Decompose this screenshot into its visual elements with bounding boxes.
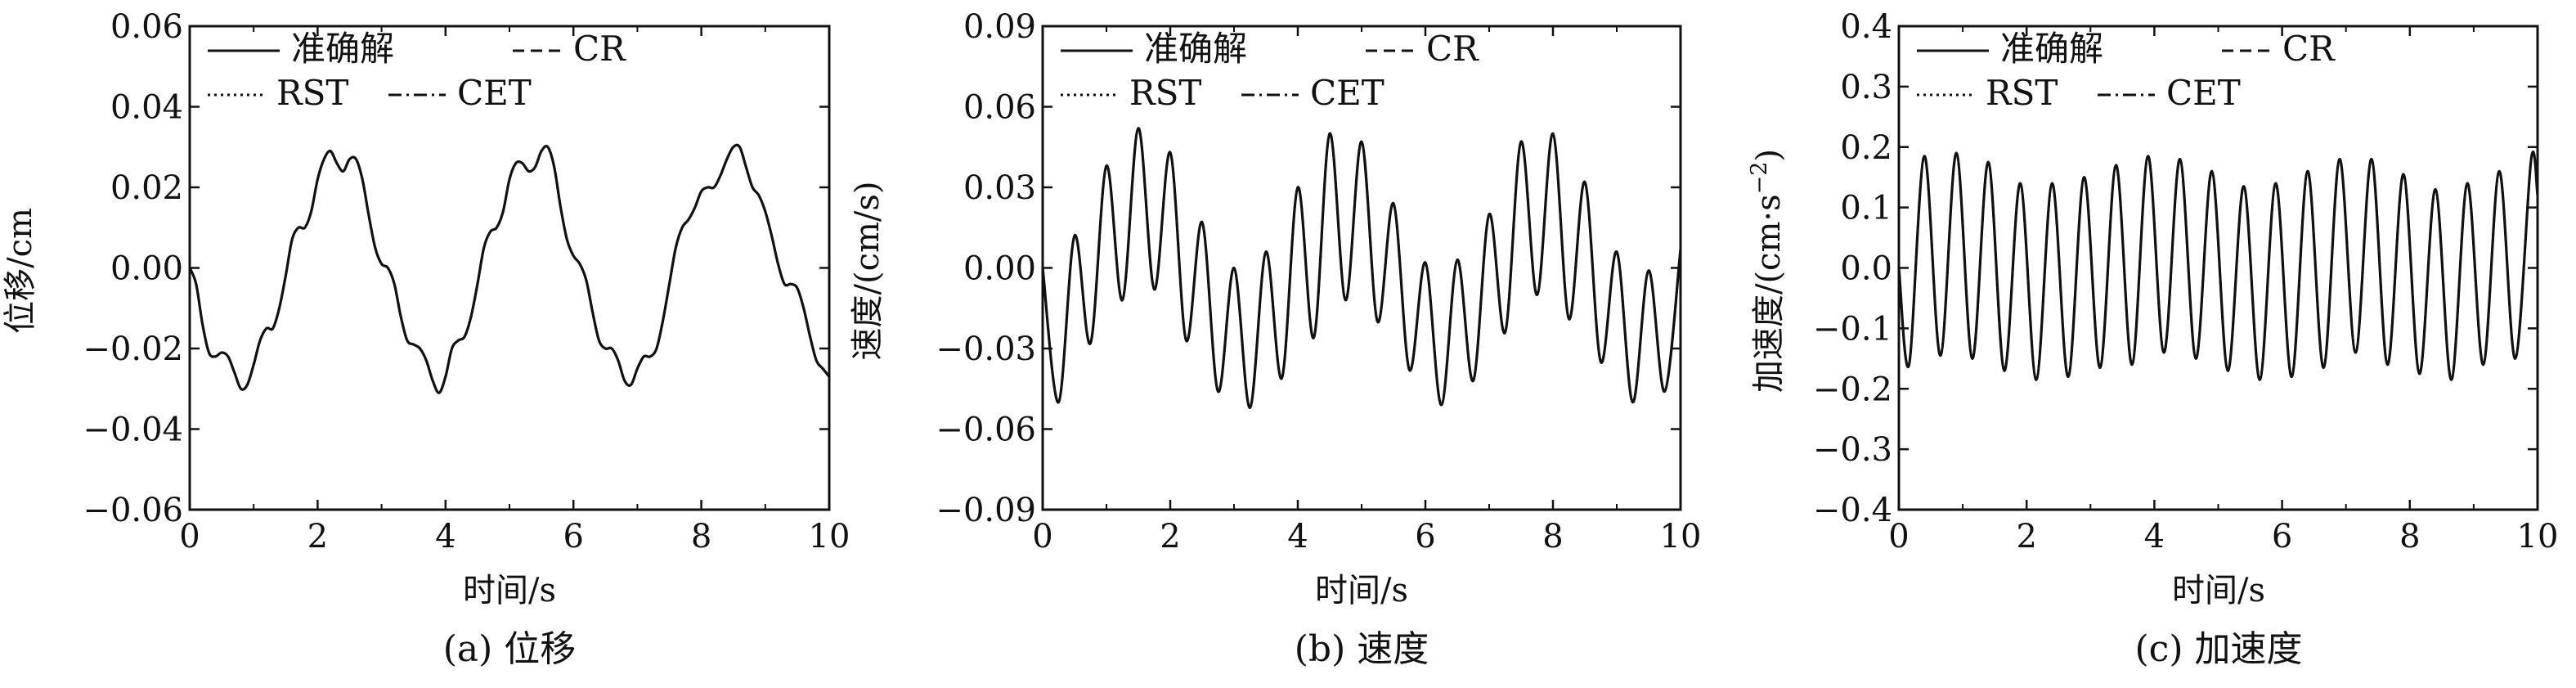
y-axis-label-displacement: 位移/cm bbox=[2, 208, 39, 334]
panel-velocity: 0 2 4 6 8 10 −0.09 −0.06 −0.03 0.00 0.03 0.06 0.09 准确… bbox=[849, 8, 1701, 670]
y-tick-label-displacement-5: 0.04 bbox=[110, 89, 183, 127]
series-line-velocity-3 bbox=[1043, 127, 1681, 409]
x-tick-label-acceleration-1: 2 bbox=[2016, 518, 2036, 555]
legend-label-displacement-3: CET bbox=[457, 73, 532, 113]
series-line-acceleration-3 bbox=[1899, 151, 2538, 381]
x-tick-label-acceleration-4: 8 bbox=[2399, 518, 2420, 555]
legend-label-acceleration-3: CET bbox=[2166, 73, 2241, 113]
y-tick-label-displacement-3: 0.00 bbox=[110, 250, 183, 288]
y-tick-label-velocity-3: 0.00 bbox=[963, 250, 1036, 288]
x-tick-label-acceleration-2: 4 bbox=[2144, 518, 2165, 555]
y-tick-label-acceleration-6: 0.2 bbox=[1840, 129, 1892, 167]
y-tick-label-acceleration-1: −0.3 bbox=[1813, 431, 1892, 469]
y-tick-label-acceleration-2: −0.2 bbox=[1813, 371, 1892, 408]
legend-velocity: 准确解 CR RST CET bbox=[1061, 29, 1479, 113]
x-tick-label-velocity-1: 2 bbox=[1160, 518, 1180, 555]
y-tick-label-acceleration-5: 0.1 bbox=[1840, 190, 1892, 227]
x-tick-label-displacement-4: 8 bbox=[691, 518, 711, 555]
y-tick-label-velocity-5: 0.06 bbox=[963, 89, 1036, 127]
legend-label-acceleration-2: RST bbox=[1986, 73, 2058, 113]
y-tick-label-acceleration-3: −0.1 bbox=[1813, 310, 1892, 348]
y-tick-label-displacement-6: 0.06 bbox=[110, 8, 183, 46]
x-tick-label-velocity-5: 10 bbox=[1660, 518, 1702, 555]
legend-label-displacement-0: 准确解 bbox=[291, 29, 394, 69]
legend-label-velocity-2: RST bbox=[1129, 73, 1201, 113]
y-tick-label-velocity-4: 0.03 bbox=[963, 169, 1036, 207]
y-tick-label-displacement-4: 0.02 bbox=[110, 169, 183, 207]
legend-label-velocity-3: CET bbox=[1310, 73, 1384, 113]
legend-label-velocity-0: 准确解 bbox=[1144, 29, 1247, 69]
y-tick-label-acceleration-8: 0.4 bbox=[1840, 8, 1892, 46]
x-tick-label-acceleration-0: 0 bbox=[1888, 518, 1909, 555]
y-tick-label-velocity-2: −0.03 bbox=[936, 331, 1036, 368]
series-line-velocity-1 bbox=[1043, 127, 1681, 409]
plot-area-acceleration: 0 2 4 6 8 10 −0.4 −0.3 −0.2 −0.1 0.0 0.1 0.2 0.3 0.4 准确… bbox=[1813, 8, 2559, 555]
y-axis-label-acceleration: 加速度/(cm·s−2) bbox=[1747, 149, 1788, 393]
caption-acceleration: (c) 加速度 bbox=[2135, 628, 2303, 670]
y-tick-label-displacement-0: −0.06 bbox=[83, 492, 183, 529]
x-tick-label-displacement-0: 0 bbox=[179, 518, 200, 555]
y-axis-label-acceleration-sup: −2 bbox=[1747, 162, 1772, 195]
panel-acceleration: 0 2 4 6 8 10 −0.4 −0.3 −0.2 −0.1 0.0 0.1 0.2 0.3 0.4 准确… bbox=[1747, 8, 2558, 670]
x-tick-label-velocity-4: 8 bbox=[1542, 518, 1563, 555]
x-tick-label-velocity-2: 4 bbox=[1287, 518, 1308, 555]
plot-area-displacement: 0 2 4 6 8 10 −0.06 −0.04 −0.02 0.00 0.02 0.04 0.06 准确… bbox=[83, 8, 850, 555]
x-tick-label-velocity-0: 0 bbox=[1032, 518, 1052, 555]
x-axis-label-acceleration: 时间/s bbox=[2172, 572, 2265, 609]
legend-label-displacement-1: CR bbox=[573, 29, 626, 69]
x-tick-label-displacement-3: 6 bbox=[563, 518, 583, 555]
series-line-velocity-2 bbox=[1043, 127, 1681, 409]
x-tick-label-displacement-5: 10 bbox=[809, 518, 850, 555]
legend-label-velocity-1: CR bbox=[1426, 29, 1479, 69]
y-tick-label-velocity-1: −0.06 bbox=[936, 411, 1036, 449]
y-tick-label-velocity-6: 0.09 bbox=[963, 8, 1036, 46]
x-axis-label-velocity: 时间/s bbox=[1315, 572, 1408, 609]
caption-displacement: (a) 位移 bbox=[443, 628, 577, 670]
y-tick-label-displacement-1: −0.04 bbox=[83, 411, 183, 449]
y-tick-label-acceleration-4: 0.0 bbox=[1840, 250, 1892, 288]
x-tick-label-acceleration-3: 6 bbox=[2272, 518, 2292, 555]
y-axis-label-acceleration-end: ) bbox=[1750, 149, 1788, 162]
y-tick-label-acceleration-0: −0.4 bbox=[1813, 492, 1892, 529]
x-tick-label-displacement-2: 4 bbox=[435, 518, 456, 555]
series-line-displacement-3 bbox=[190, 144, 829, 394]
plot-area-velocity: 0 2 4 6 8 10 −0.09 −0.06 −0.03 0.00 0.03 0.06 0.09 准确… bbox=[936, 8, 1701, 555]
y-tick-label-displacement-2: −0.02 bbox=[83, 331, 183, 368]
x-tick-label-acceleration-5: 10 bbox=[2517, 518, 2559, 555]
caption-velocity: (b) 速度 bbox=[1295, 628, 1429, 670]
panel-displacement: 0 2 4 6 8 10 −0.06 −0.04 −0.02 0.00 0.02 0.04 0.06 准确… bbox=[2, 8, 850, 670]
legend-displacement: 准确解 CR RST CET bbox=[208, 29, 626, 113]
legend-acceleration: 准确解 CR RST CET bbox=[1917, 29, 2336, 113]
y-axis-label-velocity: 速度/(cm/s) bbox=[849, 181, 886, 360]
legend-label-acceleration-0: 准确解 bbox=[2000, 29, 2103, 69]
y-axis-label-acceleration-main: 加速度/(cm·s bbox=[1750, 194, 1788, 393]
legend-label-displacement-2: RST bbox=[276, 73, 348, 113]
x-tick-label-displacement-1: 2 bbox=[307, 518, 328, 555]
x-axis-label-displacement: 时间/s bbox=[463, 572, 556, 609]
legend-label-acceleration-1: CR bbox=[2282, 29, 2336, 69]
series-line-velocity-0 bbox=[1043, 127, 1681, 409]
y-tick-label-velocity-0: −0.09 bbox=[936, 492, 1036, 529]
x-tick-label-velocity-3: 6 bbox=[1415, 518, 1435, 555]
y-tick-label-acceleration-7: 0.3 bbox=[1840, 69, 1892, 106]
